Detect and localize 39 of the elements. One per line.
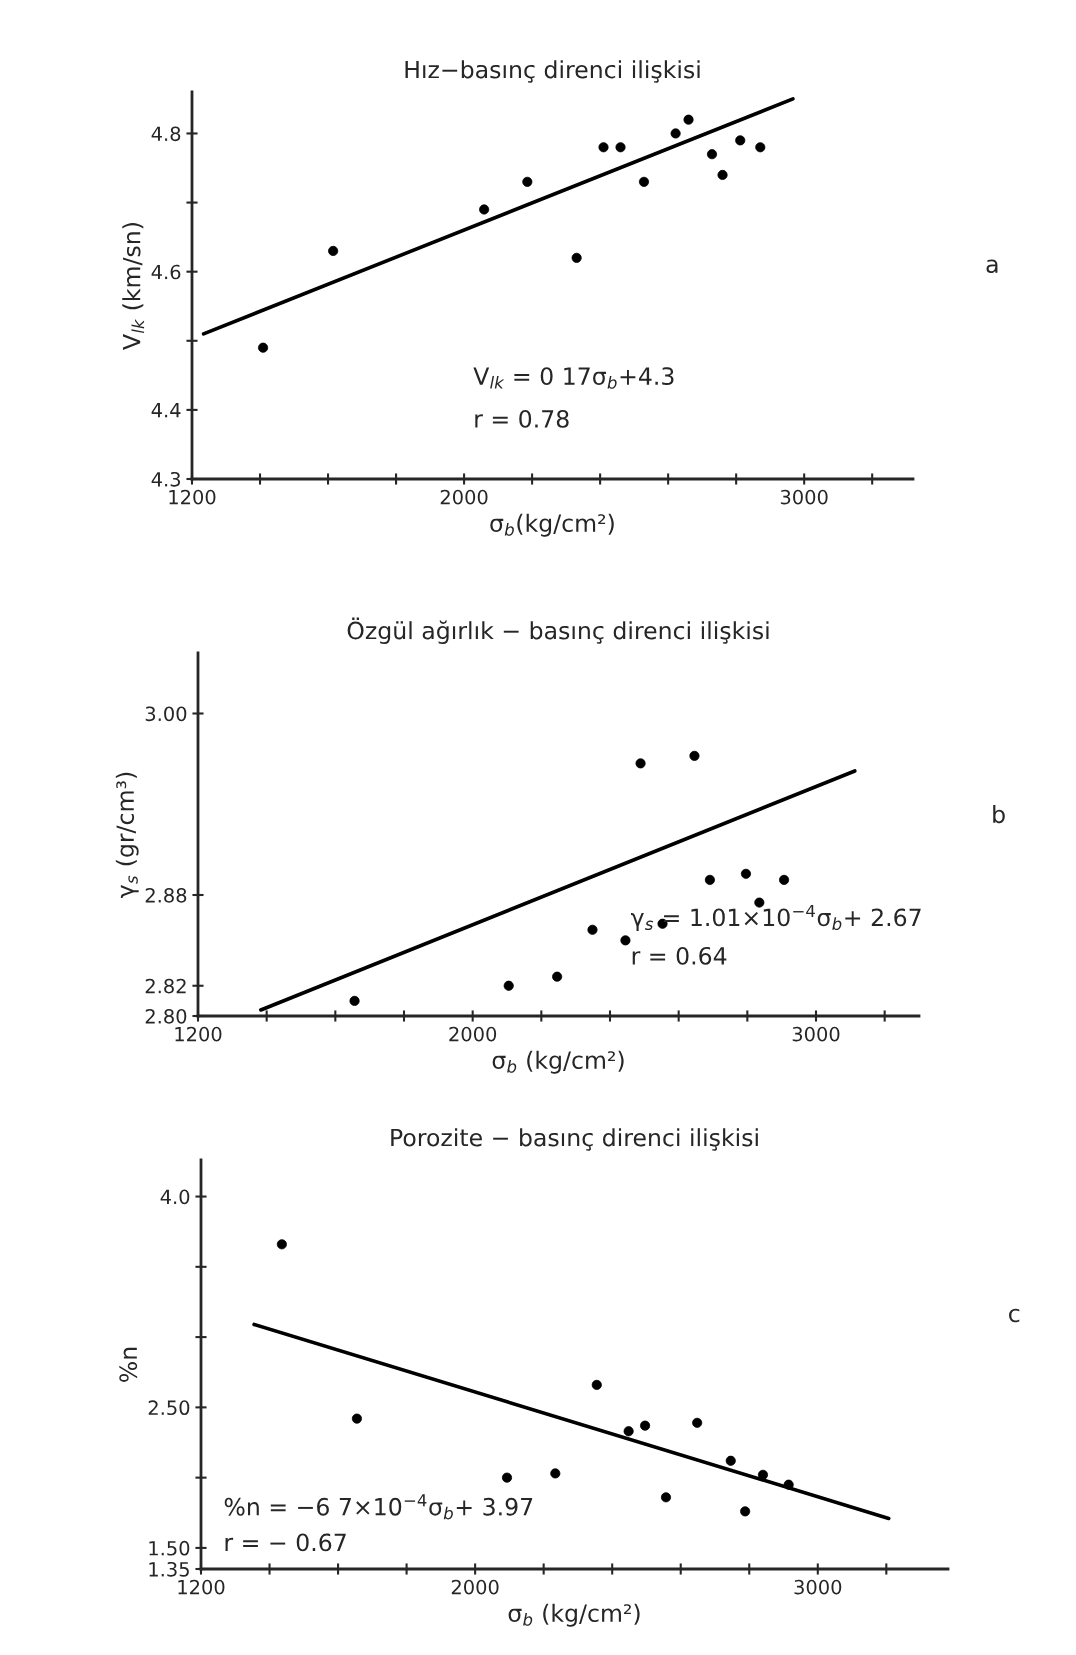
- x-axis-title: σ$_{b}$(kg/cm²): [490, 513, 614, 537]
- y-axis-title: %n: [119, 1347, 138, 1382]
- y-tick-label: 4.0: [160, 1189, 190, 1205]
- x-tick-label: 1200: [175, 1026, 222, 1042]
- y-tick-label: 2.82: [145, 978, 186, 994]
- x-tick-label: 2000: [440, 489, 488, 505]
- y-axis-title: γ$_{s}$ (gr/cm³): [115, 772, 139, 898]
- x-tick-label: 3000: [780, 489, 828, 505]
- y-tick-label: 4.3: [151, 471, 181, 487]
- text: b: [993, 804, 1005, 824]
- x-tick-label: 3000: [792, 1026, 840, 1042]
- x-tick-label: 2000: [449, 1026, 497, 1042]
- x-tick-label: 1200: [169, 489, 216, 505]
- annotation: γ$_{s}$ = 1.01×10$^{−4}$σ$_{b}$+ 2.67: [630, 904, 921, 931]
- text: a: [986, 259, 998, 273]
- y-axis-title: V$_{lk}$ (km/sn): [122, 223, 145, 350]
- x-tick-label: 3000: [794, 1579, 842, 1595]
- annotation: r = 0.78: [475, 409, 569, 428]
- x-axis-title: σ$_{b}$ (kg/cm²): [508, 1603, 640, 1627]
- y-tick-label: 3.00: [145, 706, 187, 722]
- y-tick-label: 4.6: [151, 264, 181, 280]
- annotation: r = − 0.67: [225, 1533, 346, 1552]
- chart-title: Porozite − basınç direnci ilişkisi: [391, 1128, 758, 1151]
- y-tick-label: 2.88: [145, 887, 187, 903]
- y-tick-label: 1.50: [149, 1540, 190, 1556]
- annotation: %n = −6 7×10$^{−4}$σ$_{b}$+ 3.97: [224, 1494, 533, 1520]
- x-tick-label: 2000: [451, 1579, 499, 1595]
- x-tick-label: 1200: [178, 1579, 225, 1595]
- y-tick-label: 1.35: [149, 1561, 189, 1577]
- y-tick-label: 2.50: [148, 1400, 190, 1416]
- chart-title: Hız−basınç direnci ilişkisi: [405, 60, 700, 83]
- y-tick-label: 2.80: [145, 1008, 187, 1024]
- text: c: [1009, 1308, 1020, 1323]
- x-axis-title: σ$_{b}$ (kg/cm²): [492, 1050, 624, 1074]
- annotation: V$_{lk}$ = 0 17σ$_{b}$+4.3: [473, 367, 674, 389]
- y-tick-label: 4.4: [151, 403, 181, 418]
- y-tick-label: 4.8: [151, 126, 181, 142]
- annotation: r = 0.64: [632, 946, 727, 965]
- chart-title: Özgül ağırlık − basınç direnci ilişkisi: [347, 617, 769, 645]
